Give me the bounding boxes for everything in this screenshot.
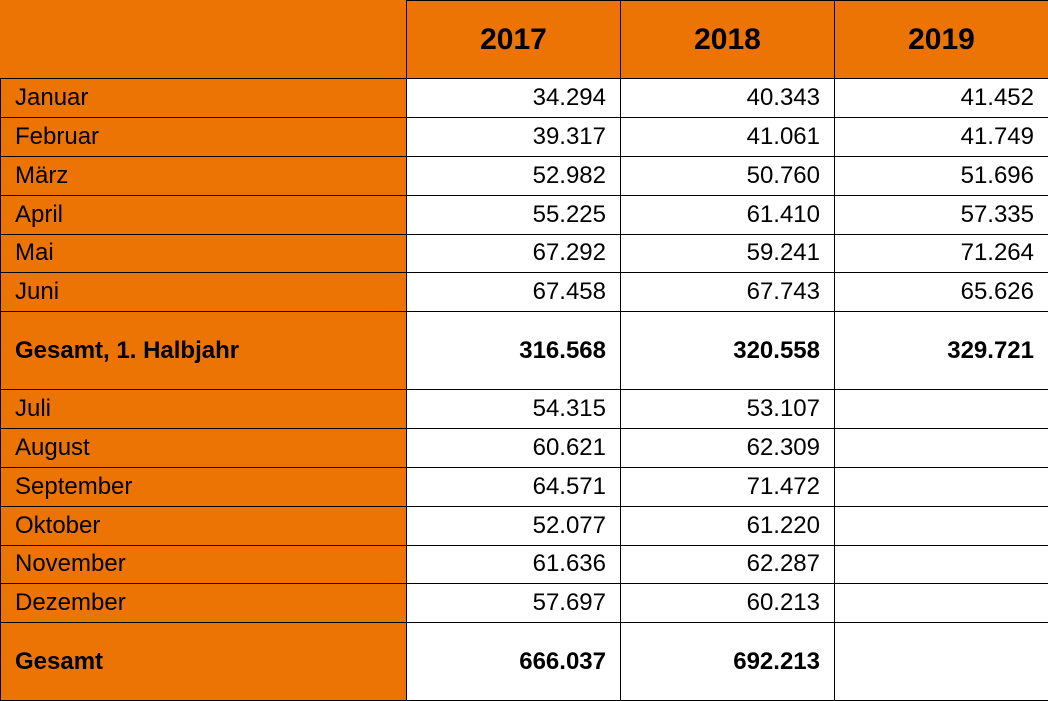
table-body: Januar 34.294 40.343 41.452 Februar 39.3… <box>1 79 1048 701</box>
row-label: Mai <box>1 234 407 273</box>
table-row: März 52.982 50.760 51.696 <box>1 156 1048 195</box>
cell-value: 55.225 <box>407 195 621 234</box>
cell-value: 65.626 <box>835 273 1048 312</box>
cell-value: 62.309 <box>621 428 835 467</box>
cell-value: 54.315 <box>407 390 621 429</box>
row-label: September <box>1 467 407 506</box>
cell-value: 67.743 <box>621 273 835 312</box>
cell-value: 71.264 <box>835 234 1048 273</box>
cell-value: 40.343 <box>621 79 835 118</box>
column-header-2019: 2019 <box>835 1 1048 79</box>
cell-value: 41.061 <box>621 117 835 156</box>
cell-value: 61.636 <box>407 545 621 584</box>
table-row: Februar 39.317 41.061 41.749 <box>1 117 1048 156</box>
cell-value: 61.220 <box>621 506 835 545</box>
cell-value: 60.621 <box>407 428 621 467</box>
row-label: Juli <box>1 390 407 429</box>
table-header-row: 2017 2018 2019 <box>1 1 1048 79</box>
row-label: März <box>1 156 407 195</box>
cell-value: 64.571 <box>407 467 621 506</box>
cell-value: 41.452 <box>835 79 1048 118</box>
column-header-2018: 2018 <box>621 1 835 79</box>
cell-value: 39.317 <box>407 117 621 156</box>
row-label: Januar <box>1 79 407 118</box>
table-row: Mai 67.292 59.241 71.264 <box>1 234 1048 273</box>
cell-value: 52.982 <box>407 156 621 195</box>
column-header-blank <box>1 1 407 79</box>
cell-value: 34.294 <box>407 79 621 118</box>
cell-value: 692.213 <box>621 623 835 701</box>
row-label: April <box>1 195 407 234</box>
cell-value: 666.037 <box>407 623 621 701</box>
cell-value <box>835 506 1048 545</box>
table-row: Dezember 57.697 60.213 <box>1 584 1048 623</box>
table-row: April 55.225 61.410 57.335 <box>1 195 1048 234</box>
table-row: November 61.636 62.287 <box>1 545 1048 584</box>
data-table: 2017 2018 2019 Januar 34.294 40.343 41.4… <box>0 0 1048 701</box>
cell-value <box>835 623 1048 701</box>
row-label: Gesamt <box>1 623 407 701</box>
cell-value: 61.410 <box>621 195 835 234</box>
cell-value: 320.558 <box>621 312 835 390</box>
data-table-container: 2017 2018 2019 Januar 34.294 40.343 41.4… <box>0 0 1048 701</box>
row-label: Februar <box>1 117 407 156</box>
table-row: Januar 34.294 40.343 41.452 <box>1 79 1048 118</box>
cell-value: 59.241 <box>621 234 835 273</box>
table-row: Juni 67.458 67.743 65.626 <box>1 273 1048 312</box>
column-header-2017: 2017 <box>407 1 621 79</box>
cell-value <box>835 545 1048 584</box>
table-row-summary: Gesamt 666.037 692.213 <box>1 623 1048 701</box>
cell-value: 62.287 <box>621 545 835 584</box>
row-label: November <box>1 545 407 584</box>
cell-value: 67.458 <box>407 273 621 312</box>
table-row: September 64.571 71.472 <box>1 467 1048 506</box>
cell-value: 71.472 <box>621 467 835 506</box>
row-label: Juni <box>1 273 407 312</box>
row-label: Oktober <box>1 506 407 545</box>
cell-value: 51.696 <box>835 156 1048 195</box>
cell-value: 50.760 <box>621 156 835 195</box>
cell-value: 329.721 <box>835 312 1048 390</box>
cell-value: 53.107 <box>621 390 835 429</box>
cell-value: 57.335 <box>835 195 1048 234</box>
cell-value: 67.292 <box>407 234 621 273</box>
row-label: Gesamt, 1. Halbjahr <box>1 312 407 390</box>
cell-value: 52.077 <box>407 506 621 545</box>
cell-value: 41.749 <box>835 117 1048 156</box>
row-label: Dezember <box>1 584 407 623</box>
cell-value <box>835 428 1048 467</box>
cell-value <box>835 467 1048 506</box>
row-label: August <box>1 428 407 467</box>
table-row: Oktober 52.077 61.220 <box>1 506 1048 545</box>
cell-value: 60.213 <box>621 584 835 623</box>
table-row-summary: Gesamt, 1. Halbjahr 316.568 320.558 329.… <box>1 312 1048 390</box>
cell-value <box>835 390 1048 429</box>
cell-value: 316.568 <box>407 312 621 390</box>
cell-value: 57.697 <box>407 584 621 623</box>
table-row: August 60.621 62.309 <box>1 428 1048 467</box>
table-row: Juli 54.315 53.107 <box>1 390 1048 429</box>
cell-value <box>835 584 1048 623</box>
